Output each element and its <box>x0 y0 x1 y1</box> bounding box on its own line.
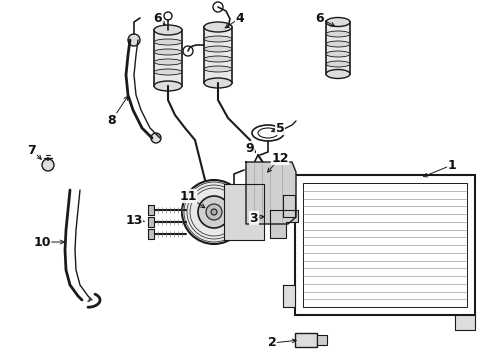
Bar <box>154 30 182 86</box>
Text: 1: 1 <box>447 158 455 171</box>
Circle shape <box>42 159 54 171</box>
Circle shape <box>182 180 245 244</box>
Text: 12: 12 <box>271 152 288 165</box>
Bar <box>325 22 349 74</box>
Circle shape <box>285 202 292 210</box>
Ellipse shape <box>325 31 349 37</box>
Polygon shape <box>148 217 154 227</box>
Circle shape <box>285 292 292 300</box>
Ellipse shape <box>154 81 182 91</box>
Ellipse shape <box>154 39 182 45</box>
Circle shape <box>128 34 140 46</box>
Ellipse shape <box>154 49 182 55</box>
Ellipse shape <box>154 59 182 65</box>
Polygon shape <box>283 195 294 217</box>
Ellipse shape <box>203 66 231 72</box>
Polygon shape <box>283 285 294 307</box>
Ellipse shape <box>325 61 349 67</box>
Bar <box>294 333 316 347</box>
Circle shape <box>213 2 223 12</box>
Ellipse shape <box>203 46 231 52</box>
Polygon shape <box>224 184 264 240</box>
Polygon shape <box>269 210 297 238</box>
Text: 6: 6 <box>315 12 324 24</box>
Ellipse shape <box>203 78 231 88</box>
Text: 8: 8 <box>107 113 116 126</box>
Text: 10: 10 <box>33 235 51 248</box>
Ellipse shape <box>154 25 182 35</box>
Circle shape <box>205 204 222 220</box>
Text: 13: 13 <box>125 213 142 226</box>
Text: 3: 3 <box>249 212 258 225</box>
Circle shape <box>198 196 229 228</box>
Text: 9: 9 <box>245 141 254 154</box>
Circle shape <box>183 46 193 56</box>
Circle shape <box>210 209 217 215</box>
Ellipse shape <box>258 128 278 138</box>
Text: 4: 4 <box>235 12 244 24</box>
Circle shape <box>163 12 172 20</box>
Text: 6: 6 <box>153 12 162 24</box>
Circle shape <box>151 133 161 143</box>
Ellipse shape <box>325 69 349 78</box>
Ellipse shape <box>154 69 182 75</box>
Polygon shape <box>454 315 474 330</box>
Bar <box>316 335 326 345</box>
Circle shape <box>258 184 289 216</box>
Bar <box>294 175 474 315</box>
Polygon shape <box>148 205 154 215</box>
Bar <box>303 183 466 307</box>
Ellipse shape <box>203 56 231 62</box>
Ellipse shape <box>203 36 231 42</box>
Ellipse shape <box>325 41 349 47</box>
Text: 7: 7 <box>27 144 36 157</box>
Polygon shape <box>245 162 295 224</box>
Circle shape <box>245 165 253 173</box>
Text: 2: 2 <box>267 337 276 350</box>
Ellipse shape <box>325 18 349 27</box>
Text: 11: 11 <box>179 189 196 202</box>
Bar <box>203 27 231 83</box>
Polygon shape <box>148 229 154 239</box>
Text: 5: 5 <box>275 122 284 135</box>
Ellipse shape <box>325 51 349 57</box>
Ellipse shape <box>203 22 231 32</box>
Circle shape <box>264 190 284 210</box>
Ellipse shape <box>251 125 284 141</box>
